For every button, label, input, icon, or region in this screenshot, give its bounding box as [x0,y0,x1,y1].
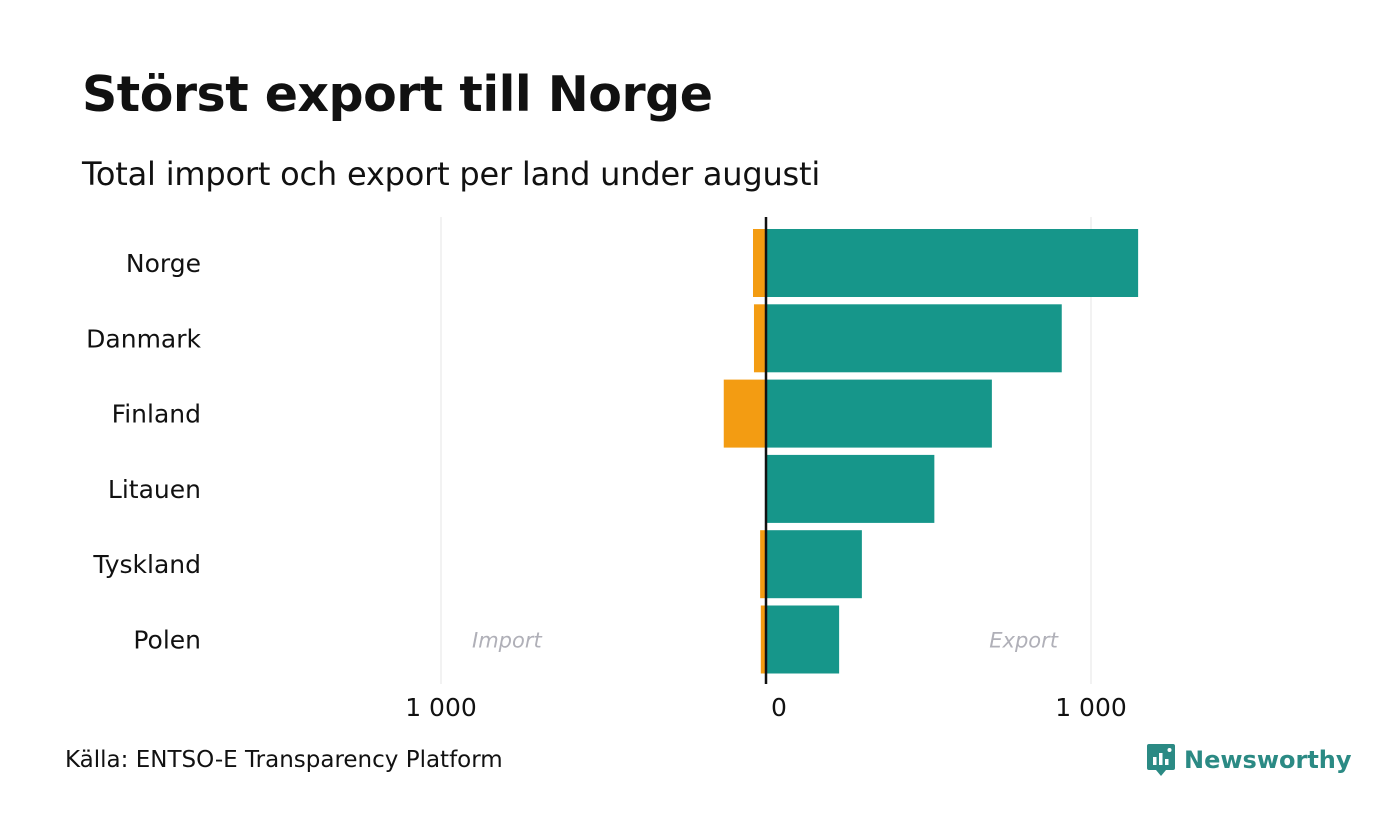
import-bar [760,530,766,599]
x-tick-label: 1 000 [1055,693,1127,722]
category-label: Tyskland [92,550,201,579]
logo-text: Newsworthy [1184,746,1352,774]
category-label: Polen [133,626,201,655]
x-tick-label: 1 000 [405,693,477,722]
category-label: Norge [126,249,201,278]
export-bar [766,304,1062,373]
export-bar [766,605,840,674]
import-bar [753,229,766,297]
export-annotation: Export [989,629,1059,653]
category-label: Danmark [86,324,201,353]
chart-title: Störst export till Norge [82,66,713,123]
newsworthy-logo-icon [1147,744,1175,776]
export-bar [766,454,935,523]
source-note: Källa: ENTSO-E Transparency Platform [65,747,503,773]
import-bar [723,379,766,448]
export-bar [766,229,1139,297]
import-annotation: Import [472,629,542,653]
category-label: Litauen [108,475,201,504]
bar-chart: Norge Danmark Finland Litauen Tyskland Polen 1… [86,217,1139,722]
export-bar [766,379,992,448]
category-label: Finland [112,400,201,429]
export-bar [766,530,862,599]
import-bar [760,605,766,674]
x-tick-label: 0 [771,693,787,722]
import-bar [753,304,766,373]
chart-subtitle: Total import och export per land under a… [82,155,821,193]
newsworthy-logo: Newsworthy [1146,742,1352,778]
